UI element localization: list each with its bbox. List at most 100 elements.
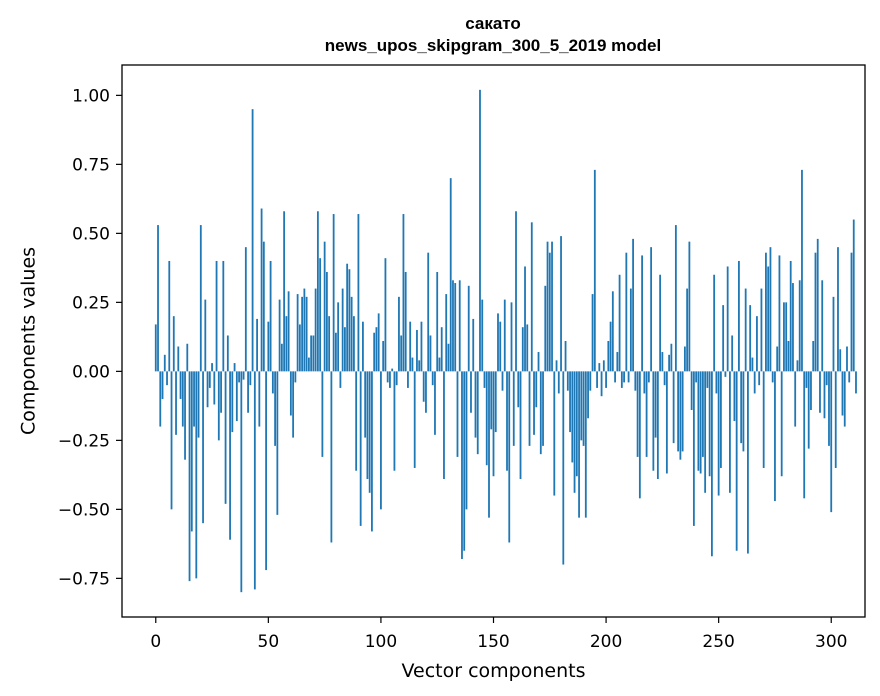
bar [575,371,578,477]
bar [839,349,842,372]
bar [325,272,328,372]
bar [850,252,853,372]
bar [825,371,828,386]
bar [186,343,189,372]
bar [256,318,258,372]
bar [605,371,607,388]
bar [672,371,675,444]
bar [609,321,612,372]
bar [346,263,349,372]
bar [211,363,213,372]
y-tick-label: −0.75 [58,569,110,589]
bar [404,272,407,372]
bar [654,371,657,438]
bar [341,288,344,372]
bar [391,368,394,372]
bar [758,371,761,386]
bar [499,321,502,372]
bar [528,371,531,446]
bar [774,371,776,502]
bar [816,238,819,372]
bar [620,371,623,388]
x-tick-label: 250 [702,632,734,652]
bar [641,255,643,372]
bar [217,371,220,441]
bar [467,285,470,372]
bar [438,357,441,372]
bar [769,247,772,372]
bar [852,219,855,372]
bar [303,288,306,372]
bar [524,266,526,372]
bar [427,252,430,372]
bar [751,357,754,372]
bar [285,316,288,372]
bar [235,371,238,422]
x-tick-label: 50 [258,632,280,652]
bar [553,371,556,496]
y-axis-label: Components values [18,247,40,435]
bar [767,266,770,372]
bar [407,371,409,388]
bar [166,371,168,386]
bar [413,371,416,468]
bar [711,371,713,557]
bar [618,274,621,372]
bar [668,354,671,372]
bar [179,371,182,399]
bar [843,371,846,427]
bar [429,335,432,372]
bar [508,371,511,543]
bar [222,260,225,372]
bar [488,371,490,518]
bar [434,371,436,435]
bar [463,371,466,551]
bar [175,371,177,435]
bar [720,371,722,468]
bar [494,371,497,433]
bar [564,341,567,372]
y-tick-label: 0.00 [72,362,110,382]
bar [375,327,378,372]
bar [314,288,317,372]
bar [274,371,276,446]
bar [738,260,740,372]
bar [485,371,488,466]
bar [470,371,472,413]
bar [562,371,565,565]
bar [193,371,195,427]
bar [490,371,493,430]
bar [697,371,700,471]
bar [762,371,765,468]
bar [602,360,605,372]
bar [548,252,551,372]
bar [416,329,418,372]
bar [760,288,763,372]
bar [393,371,396,471]
bar [172,316,175,372]
bar [418,360,421,372]
bar [461,371,463,560]
bar [400,335,403,372]
bar [584,371,587,518]
bar [539,371,542,455]
bar [229,371,231,540]
bar [807,371,810,449]
bar [339,371,342,388]
bar [713,274,716,372]
bar [679,371,682,460]
bar [249,371,252,386]
bar [431,371,434,386]
bar [420,321,423,372]
bar [823,371,826,419]
bar [517,371,520,408]
bar [647,371,650,383]
bar [445,294,448,372]
bar [533,371,535,435]
bar [292,371,295,438]
bar [846,346,848,372]
bar [589,371,592,391]
bar [652,371,655,471]
bar [580,371,583,441]
